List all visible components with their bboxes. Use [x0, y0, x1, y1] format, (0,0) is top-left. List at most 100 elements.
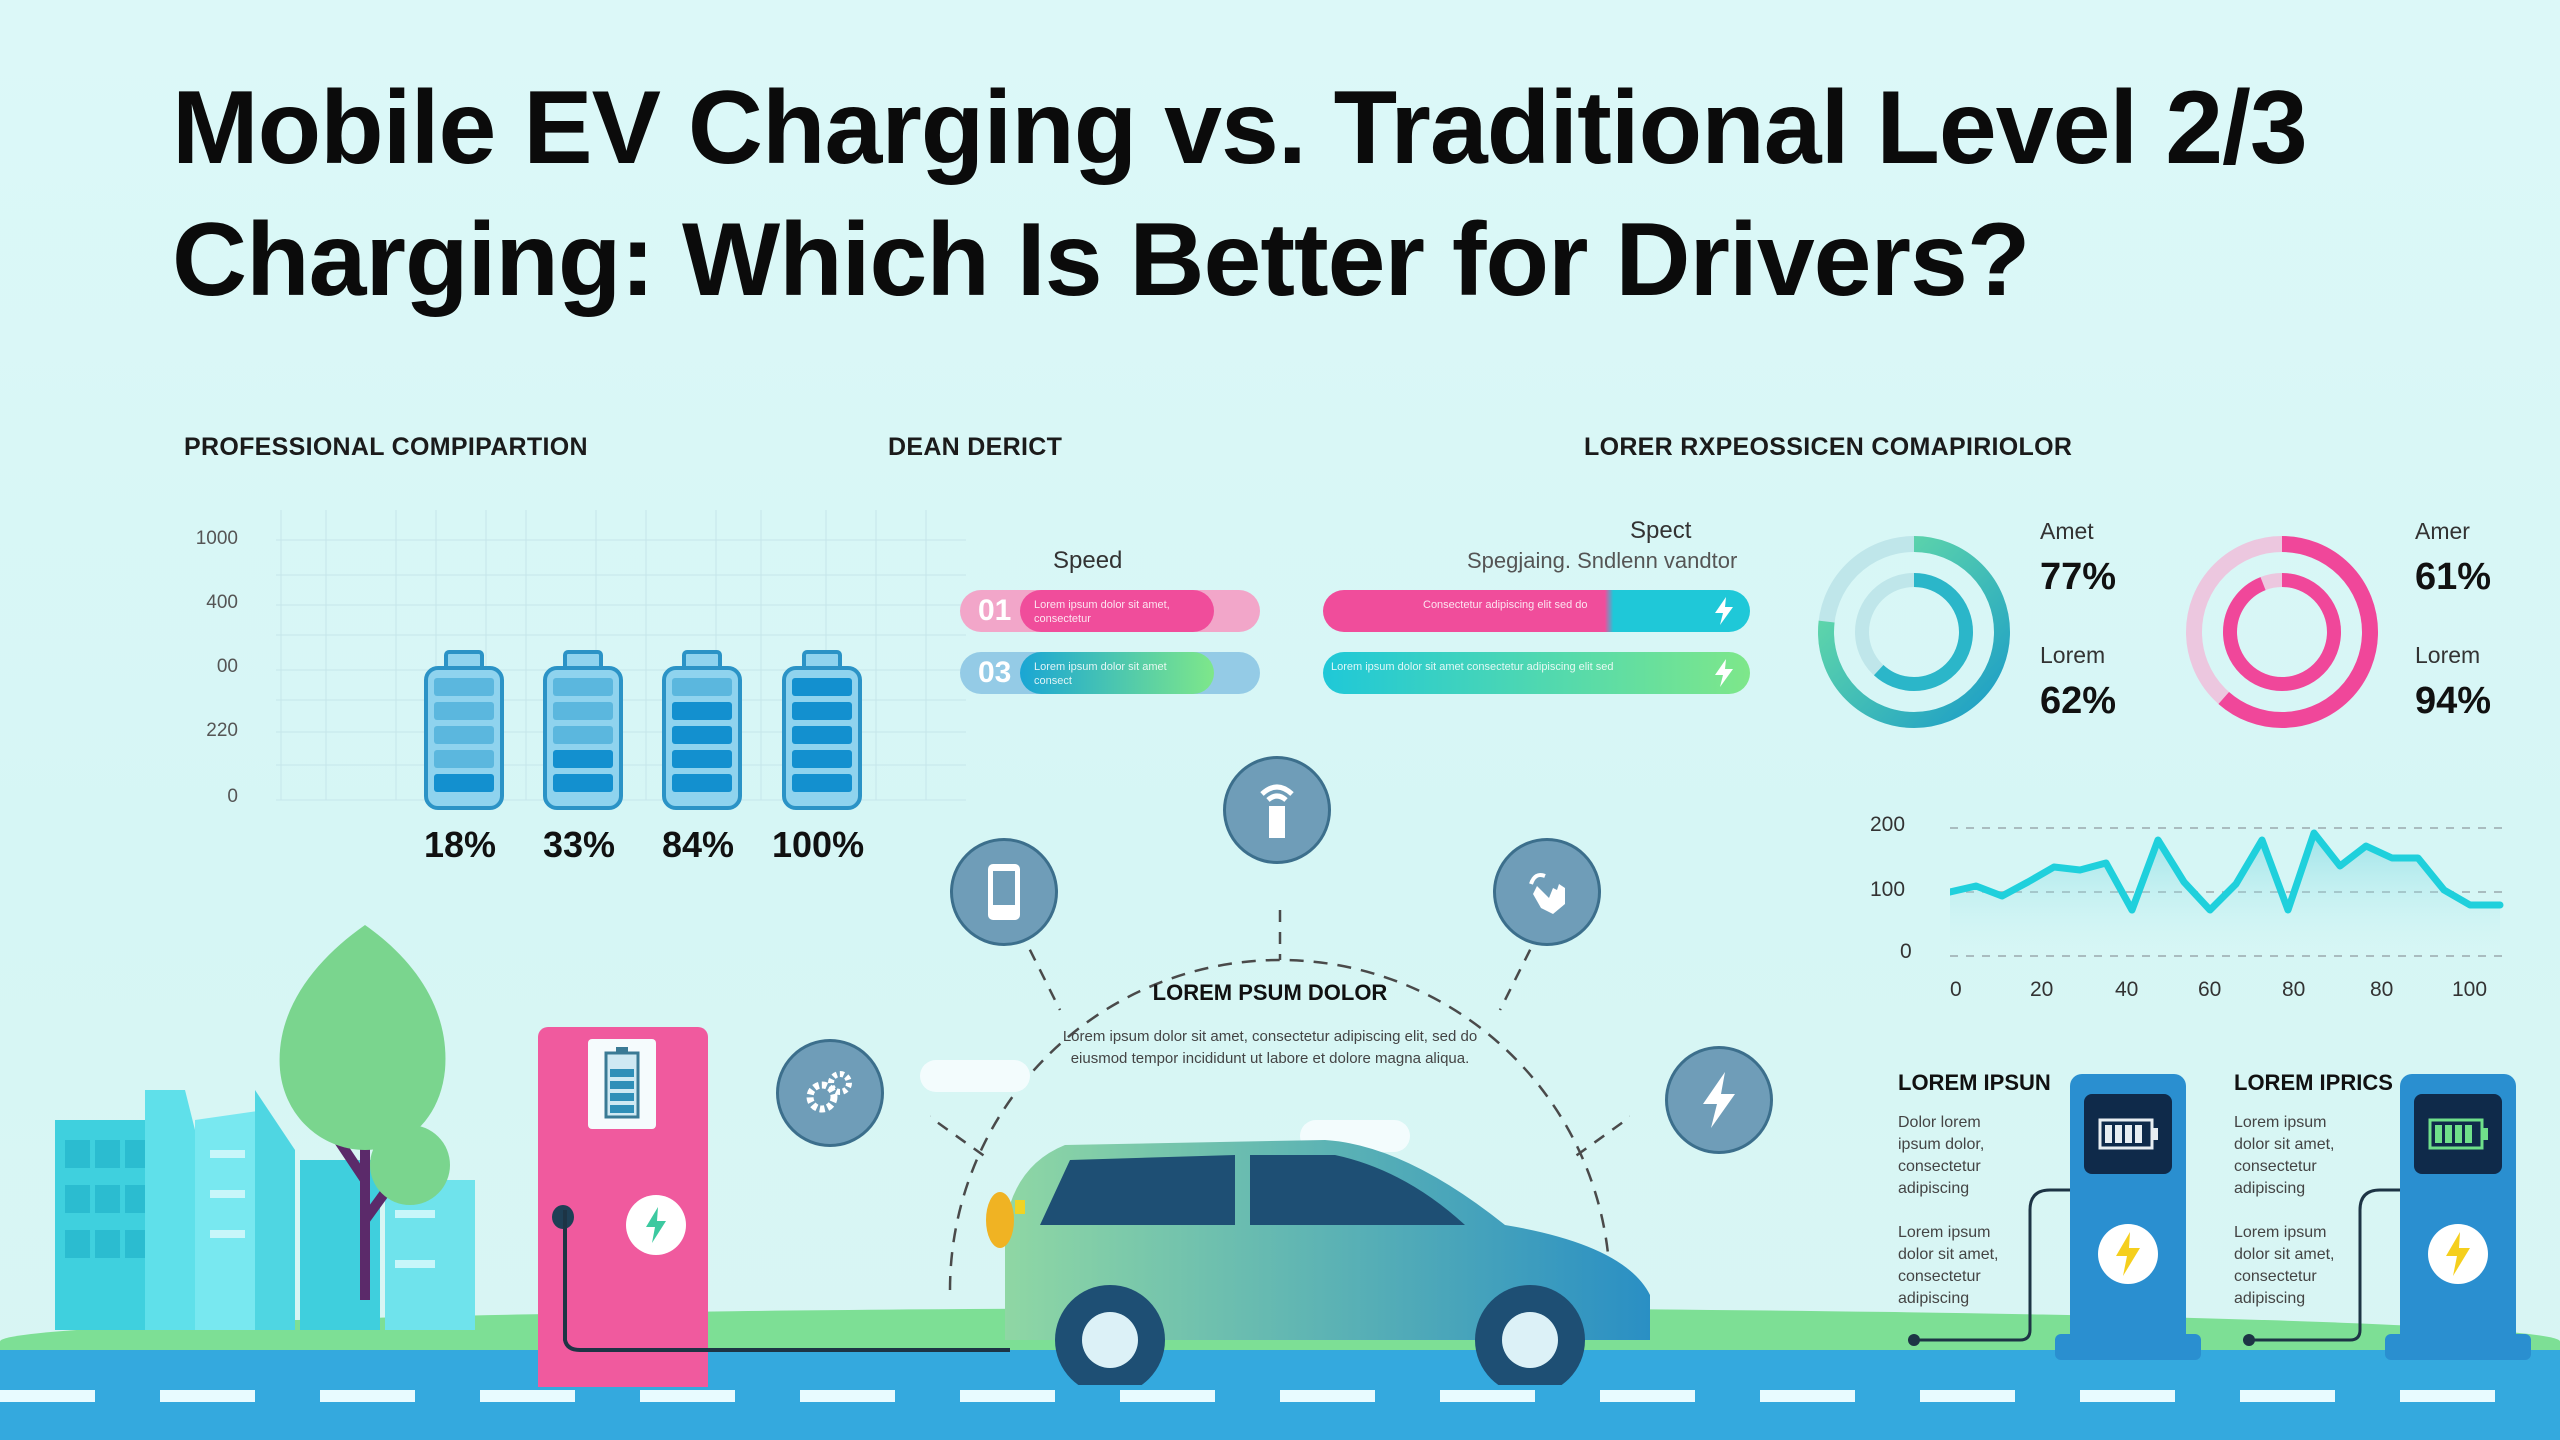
station-cables: [1908, 1188, 2400, 1346]
speed-bar-01-left: 01 Lorem ipsum dolor sit amet, consectet…: [960, 590, 1260, 632]
station-screen: [588, 1039, 656, 1129]
touch-hand-icon: [1529, 873, 1565, 914]
section-heading-right: LORER RXPEOSSICEN COMAPIRIOLOR: [1584, 433, 2073, 461]
speed-bar-03-right: Lorem ipsum dolor sit amet consectetur a…: [1323, 652, 1750, 694]
x-tick: 40: [2115, 978, 2139, 1001]
y-tick: 1000: [195, 528, 238, 549]
x-tick: 100: [2452, 978, 2488, 1001]
battery-icon: [662, 666, 742, 810]
dashed-arc: [930, 910, 1630, 1290]
battery-label: 33%: [543, 824, 616, 865]
donut-value: 77%: [2040, 556, 2117, 598]
row-text: Lorem ipsum dolor sit amet, consectetur: [1034, 599, 1170, 625]
lightning-icon: [1715, 659, 1733, 687]
y-tick: 0: [1900, 940, 1912, 963]
row-number: 03: [978, 656, 1012, 689]
battery-full-icon: [2428, 1118, 2488, 1150]
hub-heading: LOREM PSUM DOLOR: [1152, 980, 1388, 1005]
station-heading: LOREM IPSUN: [1898, 1070, 2051, 1095]
donut-value: 94%: [2415, 680, 2492, 722]
gears-icon-button: [776, 1039, 884, 1147]
x-tick: 60: [2198, 978, 2222, 1001]
title-line-2: Charging: Which Is Better for Drivers?: [172, 202, 2030, 318]
lightning-icon: [646, 1207, 666, 1243]
row-text: Consectetur adipiscing elit sed do: [1423, 599, 1588, 611]
gears-icon: [806, 1071, 852, 1113]
electric-car-illustration: [986, 1140, 1650, 1385]
y-tick: 200: [1870, 813, 1906, 836]
x-tick: 80: [2370, 978, 2394, 1001]
battery-icon: [604, 1047, 640, 1119]
battery-84: [662, 650, 742, 810]
y-tick: 400: [206, 592, 238, 613]
tree-illustration: [279, 925, 450, 1300]
battery-label: 18%: [424, 824, 497, 865]
y-tick: 0: [227, 786, 238, 807]
battery-33: [543, 650, 623, 810]
station-screen: [2414, 1094, 2502, 1174]
station-blurb: Lorem ipsum dolor sit amet, consectetur …: [1898, 1224, 1999, 1307]
section-heading-left: PROFESSIONAL COMPIPARTION: [184, 433, 588, 461]
lightning-icon: [2446, 1232, 2470, 1276]
title-line-1: Mobile EV Charging vs. Traditional Level…: [172, 70, 2308, 186]
wireless-charger-icon: [1260, 784, 1294, 838]
station-blurb: Dolor lorem ipsum dolor, consectetur adi…: [1898, 1114, 1985, 1197]
touch-hand-icon-button: [1493, 838, 1601, 946]
lightning-badge: [2098, 1224, 2158, 1284]
station-base: [2055, 1334, 2201, 1360]
smartphone-icon: [988, 864, 1020, 920]
lightning-icon: [1715, 597, 1733, 625]
battery-100: [782, 650, 862, 810]
station-heading: LOREM IPRICS: [2234, 1070, 2393, 1095]
lightning-icon-button: [1665, 1046, 1773, 1154]
x-tick: 20: [2030, 978, 2054, 1001]
battery-icon: [2098, 1118, 2158, 1150]
charging-cable: [563, 1210, 1010, 1352]
battery-label: 100%: [772, 824, 865, 865]
section-heading-middle: DEAN DERICT: [888, 433, 1063, 461]
hub-text: LOREM PSUM DOLOR Lorem ipsum dolor sit a…: [1060, 980, 1480, 1070]
battery-icon: [782, 666, 862, 810]
row-number: 01: [978, 594, 1012, 627]
station-blurb: Lorem ipsum dolor sit amet, consectetur …: [2234, 1224, 2335, 1307]
donut-label: Amer: [2415, 518, 2470, 544]
donut-label: Lorem: [2415, 642, 2481, 668]
donut-label: Amet: [2040, 518, 2094, 544]
wireless-charger-icon-button: [1223, 756, 1331, 864]
y-tick: 00: [216, 656, 238, 677]
battery-icon: [543, 666, 623, 810]
row-text: Lorem ipsum dolor sit amet consectetur a…: [1331, 661, 1614, 673]
line-plot: [1950, 827, 2510, 957]
road: [0, 1350, 2560, 1440]
station-screen: [2084, 1094, 2172, 1174]
donut-value: 61%: [2415, 556, 2492, 598]
donut-value: 62%: [2040, 680, 2117, 722]
lightning-badge: [626, 1195, 686, 1255]
line-chart: 200 100 0 0 20 40 60 80 80 100: [1870, 810, 2510, 1010]
lightning-icon: [1703, 1072, 1735, 1128]
hub-body: Lorem ipsum dolor sit amet, consectetur …: [1062, 1028, 1478, 1067]
smartphone-icon-button: [950, 838, 1058, 946]
city-buildings-illustration: [55, 1090, 475, 1330]
page-title: Mobile EV Charging vs. Traditional Level…: [172, 62, 2472, 326]
donut-chart-teal: [1818, 536, 2010, 728]
cloud: [920, 1060, 1030, 1092]
station-base: [2385, 1334, 2531, 1360]
x-tick: 0: [1950, 978, 1962, 1001]
blue-charging-station-1: [2070, 1074, 2186, 1344]
donut-chart-pink: [2186, 536, 2378, 728]
speed-sublabel: Spegjaing. Sndlenn vandtor: [1467, 548, 1738, 573]
speed-bar-01-right: Consectetur adipiscing elit sed do: [1323, 590, 1750, 632]
y-tick: 100: [1870, 878, 1906, 901]
battery-label: 84%: [662, 824, 735, 865]
speed-label-right: Spect: [1630, 517, 1692, 544]
battery-icon: [424, 666, 504, 810]
speed-label: Speed: [1053, 547, 1123, 574]
lightning-badge: [2428, 1224, 2488, 1284]
y-tick: 220: [206, 720, 238, 741]
donut-label: Lorem: [2040, 642, 2106, 668]
row-text: Lorem ipsum dolor sit amet consect: [1034, 661, 1167, 687]
blue-charging-station-2: [2400, 1074, 2516, 1344]
lightning-icon: [2116, 1232, 2140, 1276]
speed-bar-03-left: 03 Lorem ipsum dolor sit amet consect: [960, 652, 1260, 694]
